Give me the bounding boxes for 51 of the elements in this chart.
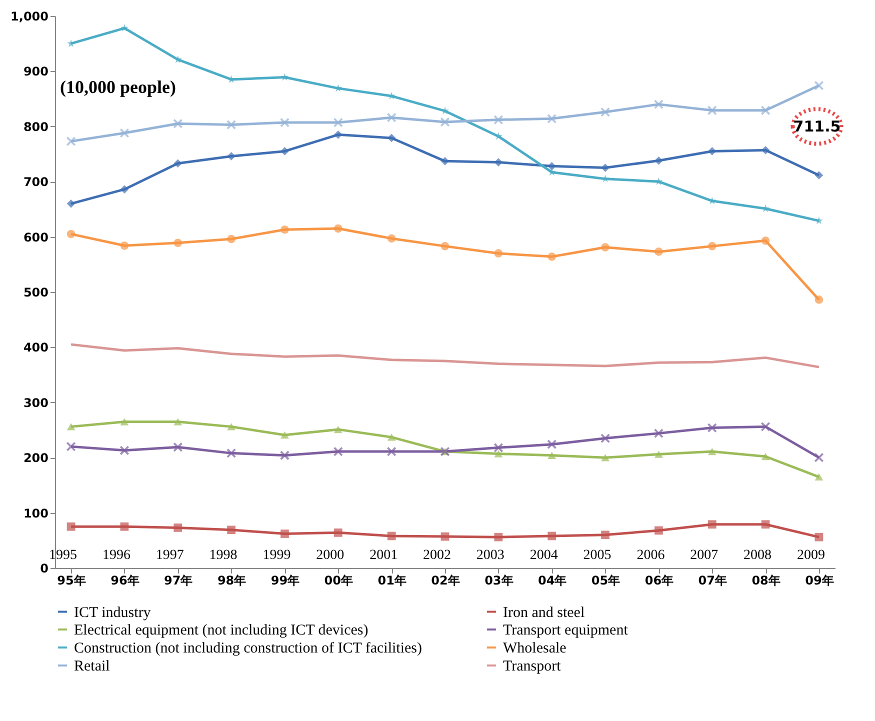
x-tick-label: 05年 [591,574,620,588]
x-tick-label: 97年 [164,574,193,588]
annotation: 2005 [583,548,612,563]
annotation: 1998 [209,548,238,563]
y-tick-label: 800 [23,120,48,134]
annotation: 1995 [49,548,78,563]
x-tick-label: 00年 [324,574,353,588]
y-tick-label: 1,000 [10,10,48,24]
y-tick-label: 100 [23,506,48,520]
legend-label: Wholesale [503,640,567,656]
annotation: 2000 [316,548,344,563]
x-tick-label: 96年 [110,574,140,588]
annotation: 2007 [690,548,718,563]
annotation: 2006 [636,548,665,563]
x-tick-label: 09年 [805,574,834,588]
annotation: 2009 [796,548,825,563]
annotation: 1999 [262,548,291,563]
annotation: 2004 [530,548,558,563]
annotation: 711.5 [793,117,841,136]
x-tick-label: 98年 [217,574,246,588]
annotation: 2001 [370,548,398,563]
annotation: 1996 [102,548,130,563]
y-axis-title: (10,000 people) [60,76,176,97]
x-tick-label: 99年 [270,574,300,588]
legend-label: Construction (not including construction of ICT facilities) [74,640,422,656]
legend-label: Retail [74,658,110,674]
annotation: 2003 [476,548,504,563]
y-tick-label: 200 [23,451,48,466]
annotation: 2008 [744,548,772,563]
annotation: 2002 [423,548,451,563]
x-tick-label: 02年 [431,574,460,588]
x-tick-label: 95年 [57,574,86,588]
annotation: 1997 [156,548,184,563]
x-tick-label: 04年 [538,574,567,588]
x-tick-label: 07年 [698,574,727,588]
y-tick-label: 300 [23,396,48,410]
y-tick-label: 900 [23,64,48,79]
legend-label: Transport equipment [503,622,629,638]
x-tick-label: 08年 [752,574,780,588]
x-tick-label: 06年 [644,574,674,588]
x-tick-label: 03年 [484,574,514,588]
y-tick-label: 700 [23,175,48,190]
legend-label: Transport [503,658,562,674]
legend-label: ICT industry [74,604,152,621]
y-tick-label: 600 [23,230,48,244]
legend-label: Electrical equipment (not including ICT devices) [74,622,368,638]
legend-label: Iron and steel [503,604,585,621]
y-tick-label: 400 [23,340,48,355]
y-tick-label: 500 [23,286,48,300]
x-tick-label: 01年 [378,574,406,588]
y-tick-label: 0 [40,562,48,576]
